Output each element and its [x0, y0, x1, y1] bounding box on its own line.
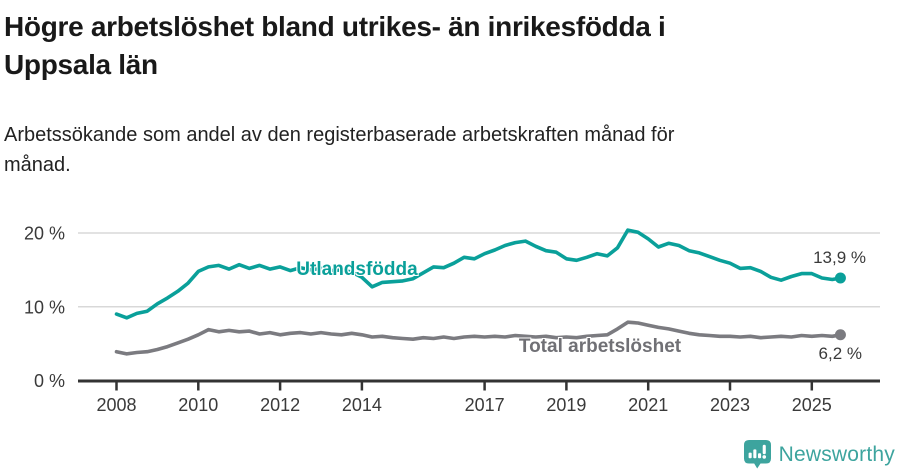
- series-end-dot: [834, 272, 846, 284]
- x-tick-label: 2010: [178, 395, 218, 415]
- newsworthy-chart-bubble-icon: [743, 440, 771, 469]
- y-tick-label: 10 %: [24, 297, 65, 317]
- series-label-utlandsfodda: Utlandsfödda: [296, 259, 418, 280]
- y-tick-label: 20 %: [24, 224, 65, 244]
- x-tick-label: 2017: [465, 395, 505, 415]
- end-value-label-total: 6,2 %: [818, 344, 862, 363]
- end-value-label-utlandsfodda: 13,9 %: [813, 248, 866, 267]
- page-title-line1: Högre arbetslöshet bland utrikes- än inr…: [4, 11, 666, 42]
- y-tick-label: 0 %: [34, 371, 65, 391]
- series-line-total-arbetsl-shet: [114, 320, 843, 356]
- chart-subtitle-line2: månad.: [4, 154, 71, 176]
- series-label-total-arbetsloshet: Total arbetslöshet: [518, 336, 682, 357]
- x-tick-label: 2025: [792, 395, 832, 415]
- page-title: Högre arbetslöshet bland utrikes- än inr…: [0, 0, 900, 84]
- chart-subtitle-line1: Arbetssökande som andel av den registerb…: [4, 124, 675, 146]
- x-tick-label: 2023: [710, 395, 750, 415]
- page-title-line2: Uppsala län: [4, 49, 158, 80]
- x-tick-label: 2021: [628, 395, 668, 415]
- x-tick-label: 2019: [546, 395, 586, 415]
- newsworthy-logo: Newsworthy: [743, 440, 895, 469]
- x-tick-label: 2012: [260, 395, 300, 415]
- chart-subtitle: Arbetssökande som andel av den registerb…: [0, 84, 900, 180]
- series-line-utlandsf-dda: [114, 228, 843, 320]
- brand-name: Newsworthy: [778, 442, 895, 466]
- x-tick-label: 2014: [342, 395, 382, 415]
- x-tick-label: 2008: [96, 395, 136, 415]
- series-end-dot: [834, 329, 846, 341]
